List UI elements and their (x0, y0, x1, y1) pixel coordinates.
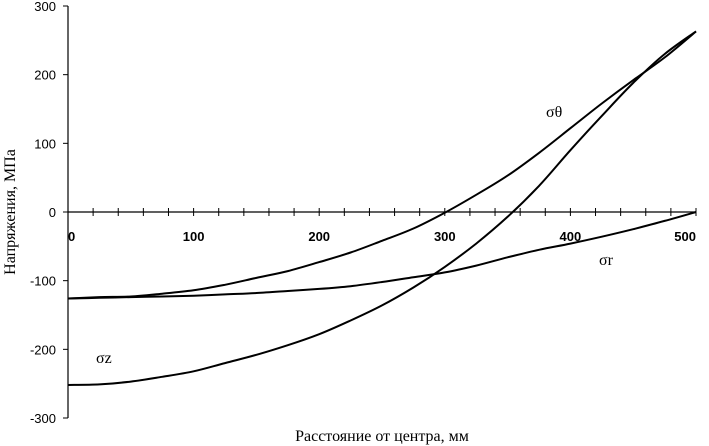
x-tick-label: 0 (68, 229, 75, 244)
y-tick-labels: 300 200 100 0 -100 -200 -300 (30, 0, 68, 426)
curves (67, 30, 697, 386)
y-tick-label: 200 (34, 68, 56, 83)
series-label-sigma-z: σz (96, 350, 112, 367)
y-tick-label: 0 (49, 205, 56, 220)
y-tick-label: 300 (34, 0, 56, 14)
x-tick-label: 100 (183, 229, 205, 244)
series-line-sigma-z (67, 30, 697, 386)
series-line-sigma-theta (67, 30, 697, 300)
axes (67, 6, 696, 418)
y-tick-label: -200 (30, 342, 56, 357)
y-tick-label: -300 (30, 411, 56, 426)
x-tick-label: 200 (308, 229, 330, 244)
x-tick-label: 500 (674, 229, 696, 244)
y-tick-label: 100 (34, 136, 56, 151)
series-label-sigma-r: σr (599, 252, 614, 269)
x-axis-title: Расстояние от центра, мм (295, 428, 469, 445)
series-label-sigma-theta: σθ (546, 104, 562, 121)
y-tick-label: -100 (30, 274, 56, 289)
x-tick-label: 400 (560, 229, 582, 244)
series-line-sigma-r (67, 211, 697, 300)
y-axis-title: Напряжения, МПа (2, 149, 19, 275)
x-tick-labels: 0 100 200 300 400 500 (68, 229, 696, 244)
x-tick-label: 300 (434, 229, 456, 244)
